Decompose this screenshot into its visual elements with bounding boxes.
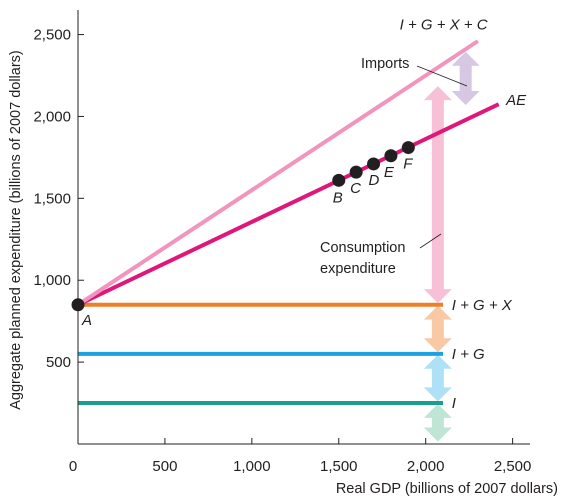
annotation-imports: Imports [361, 56, 409, 72]
y-tick-label: 1,500 [33, 190, 71, 207]
y-tick-label: 500 [46, 354, 71, 371]
annotations-layer: Imports Consumption expenditure [320, 56, 468, 277]
point-label-d: D [369, 172, 380, 189]
point-label-c: C [350, 180, 361, 197]
x-tick-label: 1,500 [320, 458, 358, 475]
imports-leader-line [416, 65, 468, 87]
series-line-ae [77, 102, 500, 307]
x-tick-label: 0 [69, 458, 77, 475]
arrows-layer [423, 51, 480, 442]
x-tick-label: 1,000 [233, 458, 271, 475]
arrow-exports [423, 305, 452, 353]
series-label-i-g-x: I + G + X [452, 297, 513, 314]
point-f [401, 141, 415, 155]
series-layer [76, 39, 500, 406]
points-layer: A BC D E F [71, 141, 415, 329]
axes-layer [77, 10, 530, 445]
point-label-f: F [403, 156, 413, 173]
arrow-imports [451, 51, 480, 105]
x-tick-label: 500 [152, 458, 177, 475]
y-tick-label: 2,500 [33, 27, 71, 44]
ticks-layer: 0 500 1,000 1,500 2,000 2,500 500 1,000 1,500 2,0… [33, 27, 531, 475]
series-line-i-g-x-c [76, 39, 479, 307]
x-axis-title: Real GDP (billions of 2007 dollars) [336, 481, 558, 497]
series-label-i: I [452, 395, 456, 412]
point-label-b: B [333, 189, 343, 206]
arrow-investment [423, 403, 452, 442]
point-label-a: A [81, 312, 92, 329]
arrow-consumption-expenditure [423, 86, 452, 304]
series-label-i-g: I + G [452, 346, 485, 363]
annotation-consumption-line2: expenditure [320, 261, 396, 277]
x-tick-label: 2,500 [494, 458, 532, 475]
point-label-e: E [384, 164, 395, 181]
annotation-consumption-line1: Consumption [320, 240, 405, 256]
point-c [349, 165, 363, 179]
y-tick-label: 2,000 [33, 108, 71, 125]
point-e [384, 149, 398, 163]
y-axis-title: Aggregate planned expenditure (billions … [8, 50, 24, 410]
series-label-i-g-x-c: I + G + X + C [400, 17, 488, 34]
point-a [71, 298, 85, 312]
y-tick-label: 1,000 [33, 272, 71, 289]
labels-layer: I I + G I + G + X AE I + G + X + C [400, 17, 528, 412]
point-d [367, 157, 381, 171]
series-label-ae: AE [505, 92, 527, 109]
point-b [332, 173, 346, 187]
arrow-government [423, 354, 452, 402]
consumption-leader-line [419, 233, 442, 249]
x-tick-label: 2,000 [407, 458, 445, 475]
